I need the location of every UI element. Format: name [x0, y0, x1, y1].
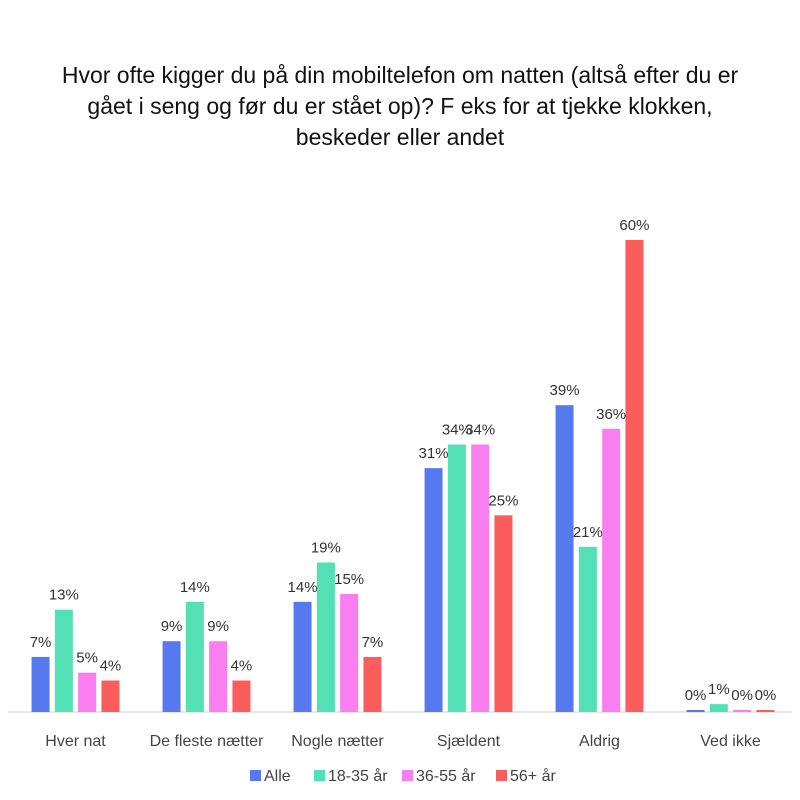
- data-label: 0%: [731, 687, 753, 704]
- data-label: 1%: [708, 681, 730, 698]
- bar-alle-1: [162, 641, 181, 712]
- legend-label: 18-35 år: [328, 767, 388, 785]
- chart-title: Hvor ofte kigger du på din mobiltelefon …: [61, 62, 739, 150]
- bar-36-55-r-5: [733, 710, 752, 712]
- data-label: 14%: [288, 579, 318, 596]
- data-label: 34%: [442, 422, 472, 439]
- x-tick-label: De fleste nætter: [150, 733, 265, 750]
- data-label: 7%: [30, 634, 52, 651]
- bar-56-r-0: [101, 680, 120, 712]
- data-label: 0%: [755, 687, 777, 704]
- bar-18-35-r-5: [709, 704, 728, 712]
- data-label: 7%: [362, 634, 384, 651]
- data-label: 39%: [550, 382, 580, 399]
- data-label: 36%: [596, 406, 626, 423]
- data-label: 13%: [49, 587, 79, 604]
- legend-label: 36-55 år: [416, 767, 476, 785]
- data-label: 21%: [573, 524, 603, 541]
- bar-18-35-r-4: [578, 546, 597, 712]
- bar-alle-4: [555, 405, 574, 712]
- bar-56-r-4: [625, 240, 644, 712]
- x-tick-label: Aldrig: [579, 733, 620, 750]
- legend-swatch: [496, 770, 507, 781]
- bar-56-r-1: [232, 680, 251, 712]
- data-label: 5%: [76, 650, 98, 667]
- bar-56-r-5: [756, 710, 775, 712]
- legend-swatch: [314, 770, 325, 781]
- bar-36-55-r-1: [209, 641, 228, 712]
- data-label: 15%: [334, 571, 364, 588]
- bar-36-55-r-2: [340, 594, 359, 712]
- x-tick-label: Sjældent: [437, 733, 501, 750]
- x-tick-label: Ved ikke: [700, 733, 761, 750]
- bar-alle-0: [31, 656, 50, 712]
- bar-18-35-r-1: [185, 601, 204, 712]
- bar-36-55-r-0: [78, 672, 97, 712]
- bar-36-55-r-4: [602, 428, 621, 712]
- bar-alle-2: [293, 601, 312, 712]
- data-label: 31%: [419, 445, 449, 462]
- bar-18-35-r-3: [447, 444, 466, 712]
- data-label: 19%: [311, 540, 341, 557]
- bar-56-r-3: [494, 515, 513, 712]
- bar-alle-5: [686, 710, 705, 712]
- legend-label: Alle: [264, 768, 291, 785]
- x-tick-label: Hver nat: [45, 733, 106, 750]
- x-tick-label: Nogle nætter: [291, 733, 384, 750]
- bar-56-r-2: [363, 656, 382, 712]
- bar-18-35-r-0: [54, 609, 73, 712]
- data-label: 60%: [619, 217, 649, 234]
- data-label: 9%: [207, 618, 229, 635]
- data-label: 0%: [685, 687, 707, 704]
- bar-18-35-r-2: [316, 562, 335, 712]
- data-label: 4%: [231, 658, 253, 675]
- bar-alle-3: [424, 468, 443, 712]
- data-label: 9%: [161, 618, 183, 635]
- legend-label: 56+ år: [510, 767, 556, 785]
- data-label: 25%: [488, 492, 518, 509]
- data-label: 4%: [100, 658, 122, 675]
- bar-36-55-r-3: [471, 444, 490, 712]
- data-label: 14%: [180, 579, 210, 596]
- legend-swatch: [250, 770, 261, 781]
- data-label: 34%: [465, 422, 495, 439]
- legend-swatch: [402, 770, 413, 781]
